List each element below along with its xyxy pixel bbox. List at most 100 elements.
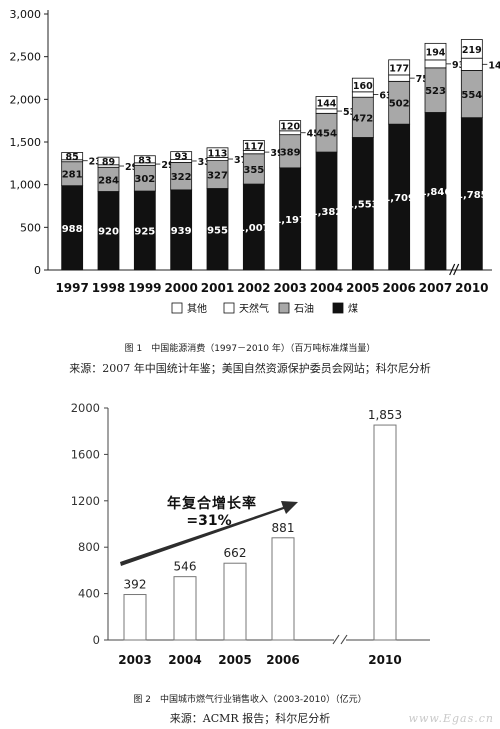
y-tick-label: 2000 xyxy=(71,401,100,415)
y-tick-label: 1600 xyxy=(71,447,100,461)
data-label: 85 xyxy=(66,152,79,163)
data-label: 144 xyxy=(317,99,337,110)
bar xyxy=(223,562,247,641)
growth-annotation: 年复合增长率 xyxy=(167,495,257,512)
data-label: 554 xyxy=(461,90,482,101)
energy-consumption-chart: 0 500 1,000 1,500 2,000 2,500 3,000 988 281 23 85 1… xyxy=(10,8,500,315)
legend-swatch xyxy=(223,302,235,314)
x-tick-label: 2010 xyxy=(368,653,401,667)
data-label: 1,553 xyxy=(347,200,379,211)
legend-label: 其他 xyxy=(187,302,207,315)
y-tick-label: 2,000 xyxy=(10,93,42,106)
bar xyxy=(173,576,197,641)
data-label: 120 xyxy=(280,122,300,133)
data-label: 37 xyxy=(234,155,247,166)
x-tick-label: 2004 xyxy=(168,653,201,667)
bar-segment xyxy=(206,147,229,158)
gas-sales-revenue-chart: 0 400 800 1200 1600 2000 392 2003 546 2004 662 2005… xyxy=(71,401,430,667)
bar-segment xyxy=(388,74,411,82)
data-label: 284 xyxy=(98,175,119,186)
data-label: 546 xyxy=(174,560,197,574)
data-label: 177 xyxy=(389,63,409,74)
x-tick-label: 2005 xyxy=(346,281,379,295)
data-label: 83 xyxy=(138,155,151,166)
figure1-caption: 图 1 中国能源消费（1997－2010 年）（百万吨标准煤当量） xyxy=(124,344,376,354)
data-label: 143 xyxy=(488,60,500,71)
legend-swatch xyxy=(171,302,183,314)
data-label: 939 xyxy=(171,226,192,237)
data-label: 1,709 xyxy=(383,193,415,204)
watermark: www.Egas.cn xyxy=(408,712,494,725)
data-label: 1,197 xyxy=(274,215,306,226)
bar-segment xyxy=(133,155,156,164)
y-tick-label: 2,500 xyxy=(10,51,42,64)
x-tick-label: 2000 xyxy=(164,281,197,295)
bar-segment xyxy=(170,151,193,160)
x-tick-label: 2006 xyxy=(266,653,299,667)
legend-swatch xyxy=(278,302,290,314)
axis-break-gap xyxy=(334,635,346,645)
figure2-source: 来源：ACMR 报告；科尔尼分析 xyxy=(169,712,331,725)
data-label: 502 xyxy=(389,99,410,110)
figure1-source: 来源：2007 年中国统计年鉴；美国自然资源保护委员会网站；科尔尼分析 xyxy=(69,362,431,375)
data-label: 89 xyxy=(102,157,115,168)
x-tick-label: 2010 xyxy=(455,281,488,295)
x-tick-label: 2003 xyxy=(118,653,151,667)
y-tick-label: 0 xyxy=(34,264,41,277)
data-label: 219 xyxy=(462,45,482,56)
y-tick-label: 3,000 xyxy=(10,8,42,21)
bar-segment xyxy=(279,120,302,132)
data-label: 302 xyxy=(134,174,155,185)
data-label: 63 xyxy=(379,91,392,102)
data-label: 1,785 xyxy=(456,190,488,201)
x-tick-label: 2005 xyxy=(218,653,251,667)
data-label: 29 xyxy=(161,160,174,171)
axis-break-mark xyxy=(340,634,348,645)
y-tick-label: 500 xyxy=(20,221,41,234)
data-label: 160 xyxy=(353,81,373,92)
data-label: 33 xyxy=(198,157,211,168)
data-label: 93 xyxy=(175,152,188,163)
x-tick-label: 2006 xyxy=(382,281,415,295)
data-label: 920 xyxy=(98,227,119,238)
data-label: 93 xyxy=(452,60,465,71)
legend-swatch xyxy=(332,302,344,314)
bar-segment xyxy=(61,152,84,161)
data-label: 1,853 xyxy=(368,408,402,422)
data-label: 1,382 xyxy=(311,207,343,218)
bar-segment xyxy=(242,140,265,151)
bar-segment xyxy=(97,156,120,166)
bar xyxy=(271,537,295,641)
data-label: 39 xyxy=(270,148,283,159)
bar-segment xyxy=(351,91,374,98)
bar-segment xyxy=(388,59,411,76)
data-label: 392 xyxy=(124,578,147,592)
data-label: 925 xyxy=(134,227,155,238)
data-label: 881 xyxy=(272,521,295,535)
bar-segment xyxy=(351,77,374,93)
data-label: 988 xyxy=(62,224,83,235)
legend-label: 石油 xyxy=(294,302,314,315)
y-tick-label: 400 xyxy=(78,587,100,601)
x-tick-label: 2001 xyxy=(201,281,234,295)
data-label: 662 xyxy=(224,546,247,560)
x-tick-label: 2003 xyxy=(273,281,306,295)
figure2-caption: 图 2 中国城市燃气行业销售收入（2003-2010）（亿元） xyxy=(133,695,367,705)
bar-segment xyxy=(315,96,338,110)
legend: 其他 天然气 石油 煤 xyxy=(171,302,358,315)
data-label: 281 xyxy=(62,170,83,181)
axis-break-mark xyxy=(332,634,340,645)
data-label: 45 xyxy=(307,129,320,140)
data-label: 1,007 xyxy=(238,223,270,234)
data-label: 454 xyxy=(316,129,337,140)
growth-annotation-value: =31% xyxy=(186,513,231,529)
bar-segment xyxy=(460,57,483,71)
x-tick-label: 2004 xyxy=(310,281,343,295)
data-label: 955 xyxy=(207,225,228,236)
y-tick-label: 1,500 xyxy=(10,136,42,149)
bar-segment xyxy=(460,39,483,59)
data-label: 322 xyxy=(171,172,192,183)
axis-break-mark xyxy=(449,263,456,276)
bar-segment xyxy=(424,59,447,69)
growth-arrow xyxy=(120,501,298,566)
